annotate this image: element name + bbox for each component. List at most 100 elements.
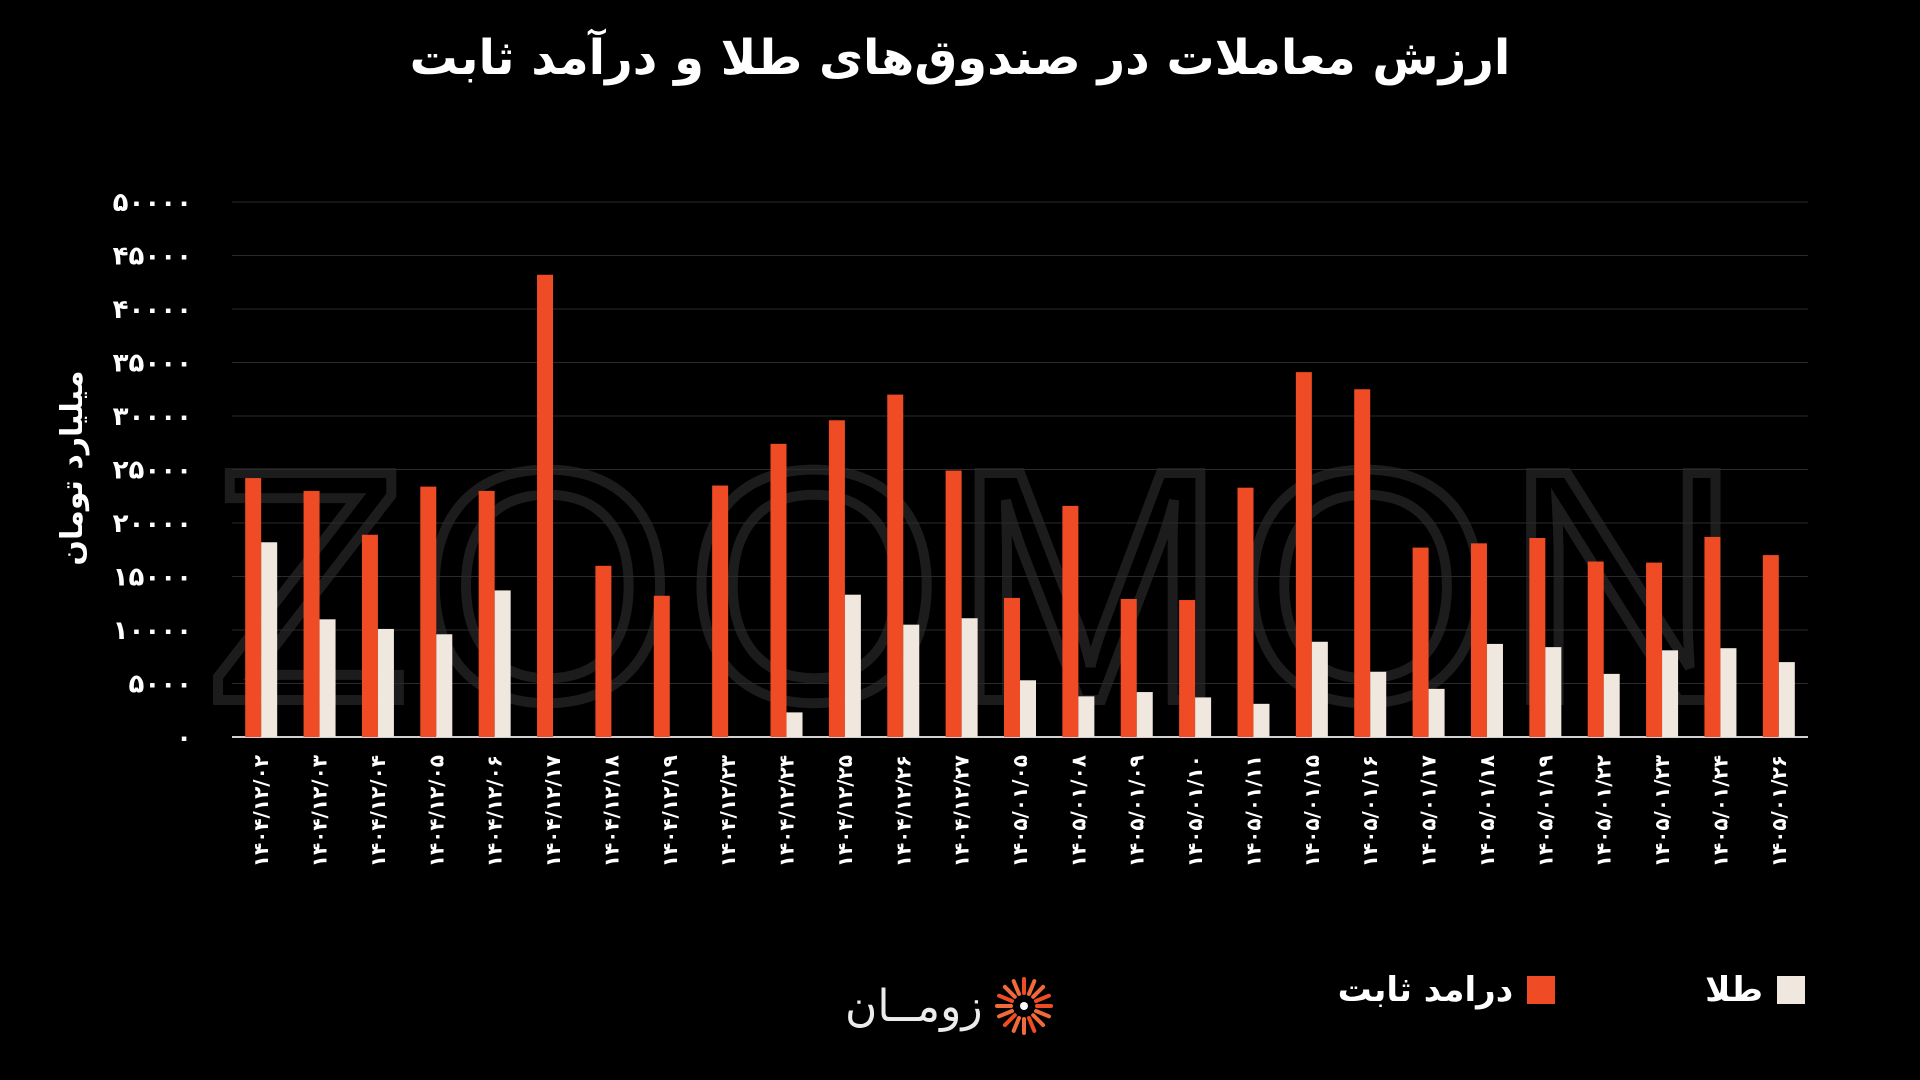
x-tick-label: ۱۴۰۵/۰۱/۱۶	[1358, 755, 1382, 867]
bar-fixed-income	[420, 486, 437, 737]
bar-gold	[1078, 696, 1095, 737]
bar-fixed-income	[828, 420, 845, 737]
sunburst-ray	[1011, 979, 1021, 996]
x-tick-label: ۱۴۰۵/۰۱/۱۵	[1300, 755, 1324, 867]
bar-gold	[1253, 703, 1270, 737]
bar-fixed-income	[712, 485, 729, 737]
bar-fixed-income	[1704, 536, 1721, 737]
x-tick-label: ۱۴۰۵/۰۱/۱۸	[1475, 755, 1499, 867]
y-tick-label: ۴۰۰۰۰	[113, 295, 192, 325]
sunburst-ray	[996, 1008, 1014, 1019]
bar-gold	[377, 628, 394, 737]
bar-gold	[1020, 680, 1036, 737]
x-tick-label: ۱۴۰۴/۱۲/۲۷	[950, 755, 974, 867]
x-tick-label: ۱۴۰۴/۱۲/۲۴	[775, 755, 799, 867]
bar-fixed-income	[1120, 598, 1137, 737]
y-tick-label: ۴۵۰۰۰	[113, 242, 192, 272]
bar-gold	[903, 624, 920, 737]
y-tick-label: ۵۰۰۰	[129, 670, 192, 700]
bar-gold	[1486, 643, 1503, 737]
bar-fixed-income	[1062, 505, 1079, 737]
sunburst-ray	[1011, 1016, 1021, 1033]
bar-gold	[1603, 673, 1620, 737]
bar-gold	[1545, 647, 1562, 737]
legend-label-gold: طلا	[1705, 970, 1763, 1010]
sunburst-ray	[1026, 979, 1036, 996]
logo-text: زومــان	[845, 980, 983, 1032]
bar-fixed-income	[1237, 487, 1254, 737]
bar-fixed-income	[1587, 561, 1604, 737]
legend-swatch-gold	[1777, 976, 1805, 1004]
legend-label-fixed-income: درامد ثابت	[1337, 970, 1514, 1010]
y-tick-label: ۱۰۰۰۰	[113, 616, 192, 646]
legend-swatch-fixed-income	[1527, 976, 1556, 1004]
x-tick-label: ۱۴۰۵/۰۱/۲۲	[1592, 755, 1616, 867]
x-tick-label: ۱۴۰۴/۱۲/۲۳	[716, 755, 740, 867]
bar-gold	[319, 619, 336, 737]
y-tick-label: ۱۵۰۰۰	[113, 563, 192, 593]
y-tick-label: ۰	[176, 723, 192, 753]
legend-item-fixed-income: درامد ثابت	[1338, 970, 1556, 1010]
x-tick-label: ۱۴۰۴/۱۲/۰۵	[424, 755, 448, 867]
x-tick-label: ۱۴۰۴/۱۲/۲۶	[891, 755, 915, 867]
bar-fixed-income	[945, 470, 962, 737]
bar-gold	[1136, 692, 1153, 737]
sunburst-icon	[994, 977, 1053, 1035]
bar-gold	[1662, 650, 1679, 737]
x-tick-label: ۱۴۰۵/۰۱/۰۹	[1125, 755, 1149, 867]
bar-gold	[1195, 697, 1212, 737]
bar-fixed-income	[1179, 600, 1196, 737]
x-tick-label: ۱۴۰۴/۱۲/۰۲	[249, 755, 273, 867]
bar-gold	[1778, 662, 1795, 737]
bar-fixed-income	[1529, 537, 1546, 737]
x-tick-label: ۱۴۰۵/۰۱/۱۱	[1241, 755, 1265, 867]
y-tick-label: ۲۰۰۰۰	[113, 509, 192, 539]
bar-gold	[1720, 648, 1737, 737]
sunburst-ray	[1026, 1016, 1036, 1033]
bar-gold	[494, 590, 511, 737]
y-axis: ۰ ۵۰۰۰ ۱۰۰۰۰ ۱۵۰۰۰ ۲۰۰۰۰ ۲۵۰۰۰ ۳۰۰۰۰ ۳۵۰۰۰ ۴۰۰۰۰…	[113, 188, 192, 753]
bar-gold	[1370, 671, 1387, 737]
x-tick-label: ۱۴۰۵/۰۱/۱۷	[1417, 755, 1441, 867]
bar-fixed-income	[1470, 543, 1487, 737]
bar-gold	[786, 712, 803, 737]
x-tick-label: ۱۴۰۴/۱۲/۰۶	[483, 755, 507, 867]
sunburst-ray	[1030, 984, 1045, 999]
x-tick-label: ۱۴۰۴/۱۲/۰۴	[366, 755, 390, 867]
bar-fixed-income	[361, 534, 378, 737]
y-tick-label: ۳۵۰۰۰	[113, 349, 192, 379]
y-tick-label: ۳۰۰۰۰	[113, 402, 192, 432]
bars	[245, 274, 1795, 737]
bar-fixed-income	[1646, 562, 1663, 737]
x-tick-label: ۱۴۰۵/۰۱/۲۳	[1650, 755, 1674, 867]
sunburst-center	[1019, 1002, 1028, 1010]
y-tick-label: ۲۵۰۰۰	[113, 456, 192, 486]
x-tick-label: ۱۴۰۴/۱۲/۰۳	[308, 755, 332, 867]
bar-fixed-income	[478, 490, 495, 737]
x-tick-label: ۱۴۰۴/۱۲/۱۸	[599, 755, 623, 867]
bar-fixed-income	[303, 490, 320, 737]
bar-fixed-income	[653, 595, 670, 737]
bar-fixed-income	[1412, 547, 1429, 737]
bar-gold	[1311, 641, 1328, 737]
brand-logo: زومــان	[845, 975, 1055, 1037]
bar-fixed-income	[537, 274, 554, 737]
x-tick-label: ۱۴۰۵/۰۱/۱۹	[1533, 755, 1557, 867]
sunburst-ray	[1002, 1013, 1017, 1028]
x-tick-label: ۱۴۰۵/۰۱/۱۰	[1183, 755, 1207, 867]
bar-fixed-income	[770, 443, 787, 737]
bar-fixed-income	[1354, 389, 1371, 737]
sunburst-ray	[1033, 1008, 1051, 1019]
x-tick-label: ۱۴۰۴/۱۲/۱۷	[541, 755, 565, 867]
x-tick-label: ۱۴۰۴/۱۲/۲۵	[833, 755, 857, 867]
x-tick-label: ۱۴۰۵/۰۱/۲۶	[1767, 755, 1791, 867]
bar-fixed-income	[245, 478, 262, 737]
y-axis-label: میلیارد تومان	[55, 370, 90, 565]
bar-fixed-income	[887, 394, 904, 737]
sunburst-ray	[996, 993, 1014, 1004]
y-tick-label: ۵۰۰۰۰	[113, 188, 192, 218]
bar-fixed-income	[595, 565, 612, 737]
legend-item-gold: طلا	[1705, 970, 1805, 1010]
x-tick-label: ۱۴۰۴/۱۲/۱۹	[658, 755, 682, 867]
